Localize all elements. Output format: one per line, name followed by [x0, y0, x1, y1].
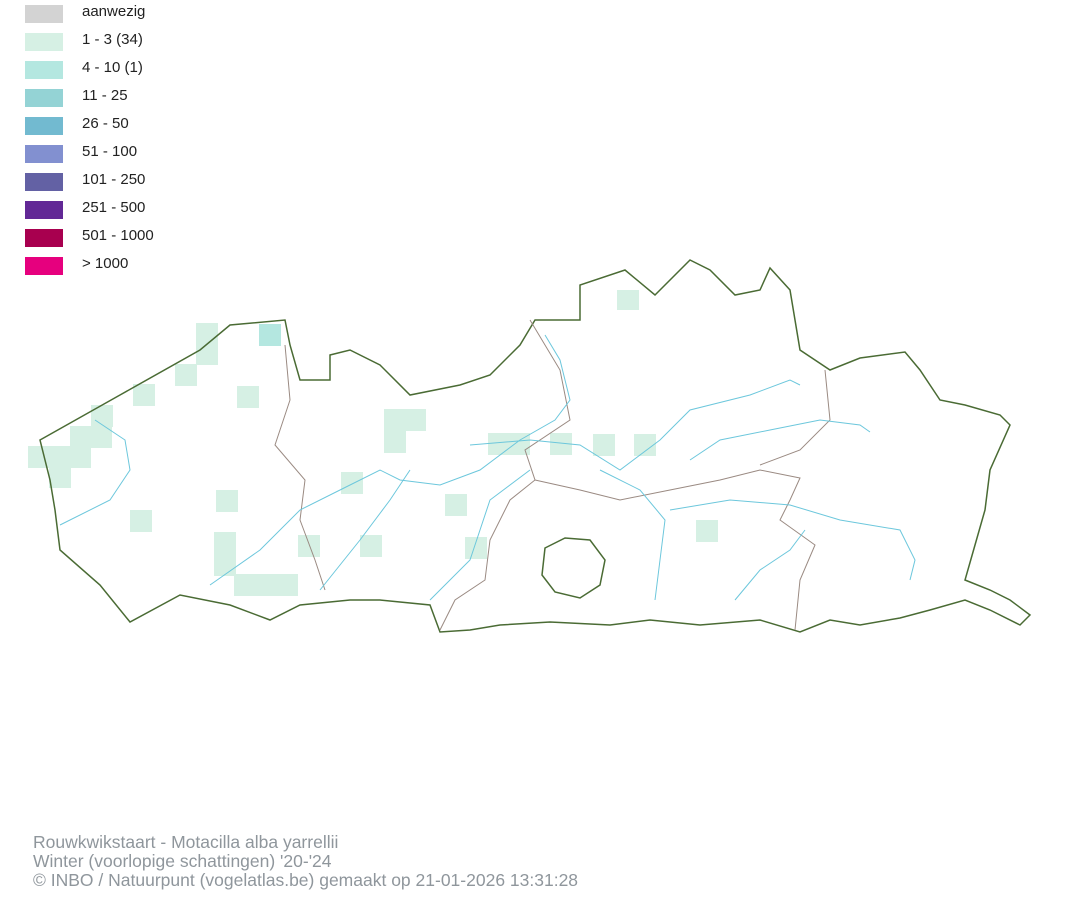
grid-cell-1-3 — [91, 405, 113, 427]
legend-label: 1 - 3 (34) — [82, 31, 143, 48]
grid-cell-1-3 — [465, 537, 487, 559]
legend-item: 51 - 100 — [25, 143, 225, 163]
legend-swatch — [25, 173, 63, 191]
legend-swatch — [25, 61, 63, 79]
caption-period: Winter (voorlopige schattingen) '20-'24 — [33, 851, 332, 871]
grid-cell-1-3 — [175, 364, 197, 386]
legend-label: 101 - 250 — [82, 171, 146, 188]
legend-label: 4 - 10 (1) — [82, 59, 143, 76]
grid-cell-1-3 — [550, 433, 572, 455]
grid-cell-1-3 — [216, 490, 238, 512]
grid-cell-1-3 — [133, 384, 155, 406]
grid-cell-1-3 — [593, 434, 615, 456]
legend-item: 26 - 50 — [25, 115, 225, 135]
legend-swatch — [25, 201, 63, 219]
grid-cell-1-3 — [696, 520, 718, 542]
brussels-outline — [541, 537, 606, 599]
legend-item: 501 - 1000 — [25, 227, 225, 247]
legend-item: aanwezig — [25, 3, 225, 23]
grid-cell-1-3 — [28, 446, 50, 468]
grid-cell-1-3 — [298, 535, 320, 557]
legend-swatch — [25, 89, 63, 107]
legend-swatch — [25, 117, 63, 135]
grid-cell-1-3 — [237, 386, 259, 408]
legend-label: 51 - 100 — [82, 143, 138, 160]
legend-swatch — [25, 145, 63, 163]
rivers — [59, 334, 916, 601]
legend-swatch — [25, 5, 63, 23]
legend-label: 251 - 500 — [82, 199, 146, 216]
grid-cell-1-3 — [49, 446, 91, 468]
grid-cell-1-3 — [445, 494, 467, 516]
legend-item: > 1000 — [25, 255, 225, 275]
legend-item: 4 - 10 (1) — [25, 59, 225, 79]
grid-cell-1-3 — [617, 290, 639, 310]
caption-species: Rouwkwikstaart - Motacilla alba yarrelli… — [33, 832, 339, 852]
grid-cell-1-3 — [196, 323, 218, 345]
grid-cell-1-3 — [384, 431, 406, 453]
legend-label: 11 - 25 — [82, 87, 128, 104]
grid-cell-1-3 — [234, 574, 298, 596]
legend-label: 501 - 1000 — [82, 227, 154, 244]
legend-swatch — [25, 33, 63, 51]
grid-cell-1-3 — [488, 433, 530, 455]
grid-cell-4-10 — [259, 324, 281, 346]
grid-cells — [28, 290, 718, 596]
legend-label: aanwezig — [82, 3, 146, 20]
legend-item: 101 - 250 — [25, 171, 225, 191]
grid-cell-1-3 — [214, 532, 236, 576]
province-borders — [274, 319, 831, 631]
grid-cell-1-3 — [70, 426, 112, 448]
grid-cell-1-3 — [49, 466, 71, 488]
flanders-outline — [39, 259, 1032, 633]
grid-cell-1-3 — [360, 535, 382, 557]
legend-swatch — [25, 257, 63, 275]
grid-cell-1-3 — [634, 434, 656, 456]
grid-cell-1-3 — [130, 510, 152, 532]
caption-credits: © INBO / Natuurpunt (vogelatlas.be) gema… — [33, 870, 579, 890]
grid-cell-1-3 — [196, 345, 218, 365]
grid-cell-1-3 — [341, 472, 363, 494]
legend-item: 1 - 3 (34) — [25, 31, 225, 51]
legend-swatch — [25, 229, 63, 247]
legend-item: 11 - 25 — [25, 87, 225, 107]
legend-label: > 1000 — [82, 255, 129, 272]
map-caption: Rouwkwikstaart - Motacilla alba yarrelli… — [33, 833, 578, 890]
legend-item: 251 - 500 — [25, 199, 225, 219]
legend-label: 26 - 50 — [82, 115, 129, 132]
grid-cell-1-3 — [384, 409, 426, 431]
